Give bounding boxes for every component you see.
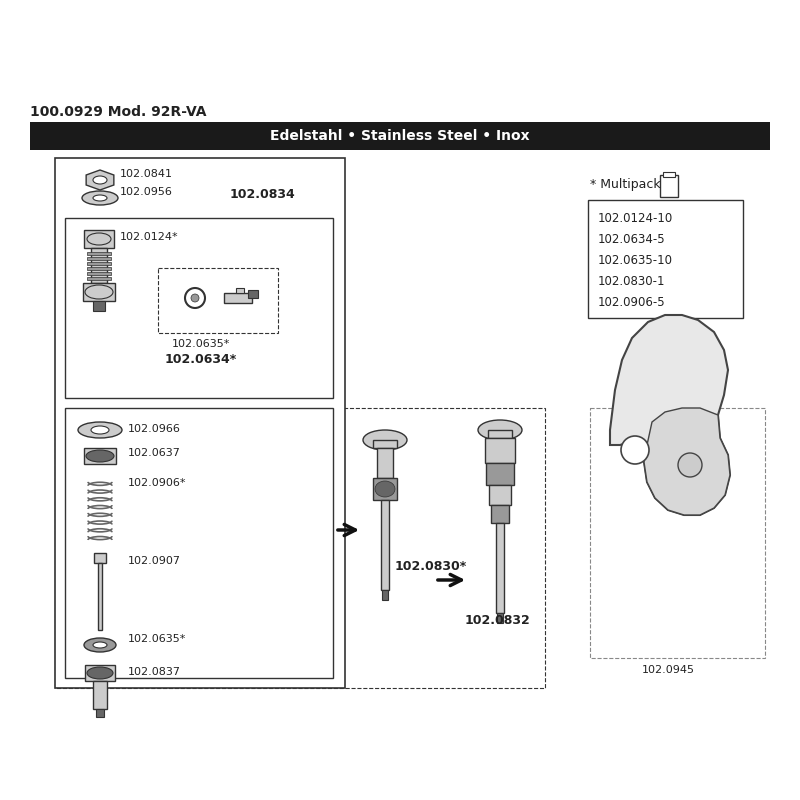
Bar (87, 267, 111, 270)
Bar (55, 158, 345, 688)
Text: 102.0637: 102.0637 (128, 448, 181, 458)
Text: 102.0906*: 102.0906* (128, 478, 186, 488)
Bar (485, 438, 515, 463)
Ellipse shape (191, 294, 199, 302)
Bar (96, 709, 104, 717)
Bar (30, 122, 770, 150)
Text: 102.0945: 102.0945 (642, 665, 694, 675)
Ellipse shape (678, 453, 702, 477)
Ellipse shape (363, 430, 407, 450)
Ellipse shape (93, 642, 107, 648)
Bar (87, 272, 111, 275)
Text: 102.0634-5: 102.0634-5 (598, 233, 666, 246)
Bar (590, 408, 765, 658)
Bar (377, 448, 393, 478)
Text: 102.0124*: 102.0124* (120, 232, 178, 242)
Bar (93, 301, 105, 311)
Bar (663, 172, 675, 177)
Text: 102.0124-10: 102.0124-10 (598, 212, 674, 225)
Bar (486, 463, 514, 485)
Text: Edelstahl • Stainless Steel • Inox: Edelstahl • Stainless Steel • Inox (270, 129, 530, 143)
Bar (93, 681, 107, 709)
Bar (87, 277, 111, 280)
Ellipse shape (185, 288, 205, 308)
Bar (496, 523, 504, 613)
Ellipse shape (82, 191, 118, 205)
Ellipse shape (93, 195, 107, 201)
Ellipse shape (375, 481, 395, 497)
Bar (236, 288, 244, 293)
Text: 102.0956: 102.0956 (120, 187, 173, 197)
Bar (488, 430, 512, 438)
Bar (65, 218, 333, 398)
Bar (381, 500, 389, 590)
Bar (660, 175, 678, 197)
Text: 102.0837: 102.0837 (128, 667, 181, 677)
Bar (382, 590, 388, 600)
Bar (489, 485, 511, 505)
Polygon shape (86, 170, 114, 190)
Bar (55, 408, 545, 688)
Bar (84, 230, 114, 248)
Text: 102.0635*: 102.0635* (172, 339, 230, 349)
Ellipse shape (78, 422, 122, 438)
Text: 102.0635*: 102.0635* (128, 634, 186, 644)
Ellipse shape (621, 436, 649, 464)
Bar (248, 290, 258, 298)
Text: 102.0830*: 102.0830* (395, 560, 467, 573)
Ellipse shape (478, 420, 522, 440)
Text: 102.0832: 102.0832 (465, 614, 530, 627)
Text: 102.0907: 102.0907 (128, 556, 181, 566)
Text: * Multipack: * Multipack (590, 178, 661, 191)
Bar (158, 268, 278, 333)
Bar (91, 248, 107, 283)
Bar (491, 505, 509, 523)
Text: 102.0834: 102.0834 (230, 187, 296, 201)
Bar (87, 252, 111, 255)
Bar (87, 257, 111, 260)
Bar (84, 448, 116, 464)
Ellipse shape (87, 667, 113, 679)
Ellipse shape (87, 233, 111, 245)
Text: 102.0841: 102.0841 (120, 169, 173, 179)
Text: 102.0634*: 102.0634* (165, 353, 238, 366)
Bar (224, 293, 252, 303)
Text: 102.0830-1: 102.0830-1 (598, 275, 666, 288)
Ellipse shape (86, 450, 114, 462)
Bar (65, 408, 333, 678)
Bar (85, 665, 115, 681)
Polygon shape (610, 315, 730, 515)
Bar (588, 200, 743, 318)
Ellipse shape (85, 285, 113, 299)
Bar (87, 262, 111, 265)
Ellipse shape (84, 638, 116, 652)
Bar (373, 440, 397, 448)
Bar (94, 553, 106, 563)
Bar (83, 283, 115, 301)
Bar (373, 478, 397, 500)
Polygon shape (644, 408, 730, 515)
Bar (497, 613, 503, 623)
Text: 102.0635-10: 102.0635-10 (598, 254, 673, 267)
Text: 102.0966: 102.0966 (128, 424, 181, 434)
Text: 102.0906-5: 102.0906-5 (598, 296, 666, 309)
Ellipse shape (93, 176, 107, 184)
Ellipse shape (91, 426, 109, 434)
Bar (98, 563, 102, 630)
Text: 100.0929 Mod. 92R-VA: 100.0929 Mod. 92R-VA (30, 105, 206, 119)
